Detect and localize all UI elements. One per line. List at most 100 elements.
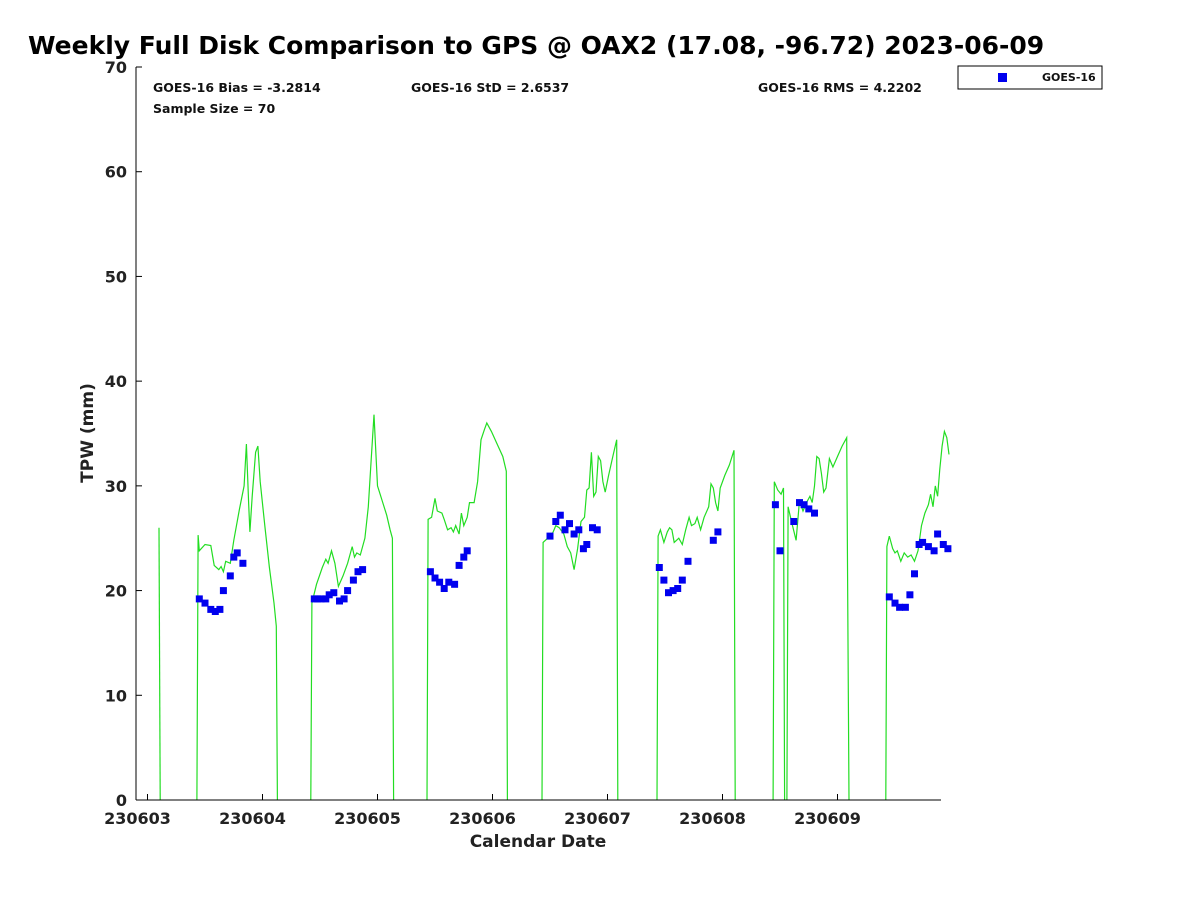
goes16-point: [944, 545, 952, 553]
goes16-point: [207, 605, 215, 613]
goes16-point: [811, 509, 818, 517]
gps-line-segment: [426, 421, 508, 801]
goes16-point: [579, 545, 587, 553]
y-axis-label: TPW (mm): [78, 383, 98, 483]
goes16-point: [678, 576, 686, 584]
goes16-point: [575, 526, 583, 534]
goes16-point: [896, 603, 904, 611]
goes16-point: [665, 589, 672, 597]
goes16-point: [674, 585, 682, 592]
goes16-point: [226, 572, 234, 580]
gps-line-segment: [158, 527, 161, 801]
goes16-point: [233, 549, 241, 557]
goes16-point: [451, 580, 459, 588]
goes16-point: [552, 518, 560, 525]
gps-line-segment: [196, 443, 278, 801]
goes16-point: [714, 528, 722, 536]
goes16-point: [939, 541, 947, 548]
goes16-point: [805, 505, 813, 513]
goes16-point: [336, 597, 343, 605]
goes16-point: [660, 576, 668, 584]
goes16-point: [589, 524, 596, 532]
y-tick-label: 30: [105, 477, 127, 496]
goes16-point: [195, 595, 203, 603]
goes16-marker-layer: [195, 499, 952, 615]
goes16-point: [556, 511, 564, 519]
goes16-point: [924, 543, 932, 551]
goes16-point: [570, 530, 578, 538]
stat-std: GOES-16 StD = 2.6537: [411, 80, 569, 95]
goes16-point: [790, 518, 798, 525]
x-tick-label: 230607: [564, 809, 631, 828]
y-tick-label: 70: [105, 58, 127, 77]
legend-marker: [998, 73, 1007, 82]
gps-line-segment: [310, 414, 395, 801]
x-tick-label: 230604: [219, 809, 286, 828]
x-tick-label: 230605: [334, 809, 401, 828]
goes16-point: [211, 608, 219, 615]
x-tick-label: 230609: [794, 809, 861, 828]
gps-line-segment: [541, 439, 619, 801]
goes16-point: [934, 530, 942, 538]
goes16-point: [684, 557, 692, 565]
goes16-point: [546, 532, 554, 540]
goes16-point: [317, 595, 325, 603]
goes16-point: [330, 589, 338, 597]
goes16-point: [796, 499, 803, 507]
goes16-point: [201, 599, 209, 607]
goes16-point: [906, 591, 914, 599]
goes16-point: [919, 538, 927, 546]
stat-bias: GOES-16 Bias = -3.2814: [153, 80, 321, 95]
goes16-point: [340, 595, 348, 603]
goes16-point: [669, 587, 677, 595]
gps-line-segment: [885, 429, 950, 801]
y-ticks: 0 10 20 30 40 50 60 70: [105, 58, 142, 810]
goes16-point: [930, 547, 938, 555]
gps-line-segment: [786, 435, 850, 801]
y-tick-label: 50: [105, 267, 127, 286]
goes16-point: [436, 578, 444, 586]
goes16-point: [359, 566, 367, 574]
goes16-point: [230, 553, 238, 561]
y-tick-label: 40: [105, 372, 127, 391]
x-tick-label: 230606: [449, 809, 516, 828]
goes16-point: [655, 564, 663, 571]
y-tick-label: 60: [105, 163, 127, 182]
goes16-point: [583, 541, 591, 548]
goes16-point: [431, 574, 439, 582]
goes16-point: [885, 593, 893, 601]
goes16-point: [440, 585, 448, 592]
x-axis-label: Calendar Date: [470, 832, 607, 852]
gps-line-layer: [158, 414, 950, 801]
x-tick-label: 230608: [679, 809, 746, 828]
goes16-point: [771, 501, 779, 509]
chart-title: Weekly Full Disk Comparison to GPS @ OAX…: [28, 31, 1044, 60]
legend-box: [957, 65, 1103, 90]
goes16-point: [216, 605, 224, 613]
goes16-point: [891, 599, 899, 607]
goes16-point: [800, 501, 808, 509]
x-ticks: 230603 230604 230605 230606 230607 230608 2306…: [104, 794, 861, 828]
goes16-point: [219, 587, 227, 595]
stat-rms: GOES-16 RMS = 4.2202: [758, 80, 922, 95]
goes16-point: [344, 587, 352, 595]
goes16-point: [593, 526, 601, 534]
goes16-point: [460, 553, 468, 561]
x-tick-label: 230603: [104, 809, 171, 828]
goes16-point: [354, 568, 362, 576]
goes16-point: [901, 603, 909, 611]
y-tick-label: 20: [105, 582, 127, 601]
goes16-point: [463, 547, 471, 555]
goes16-point: [349, 576, 357, 584]
gps-line-segment: [772, 481, 786, 801]
goes16-point: [566, 520, 573, 528]
legend-label: GOES-16: [1042, 71, 1096, 84]
goes16-point: [239, 559, 247, 567]
goes16-point: [709, 536, 717, 544]
legend: GOES-16: [957, 65, 1103, 90]
y-tick-label: 10: [105, 686, 127, 705]
goes16-point: [322, 595, 330, 603]
y-tick-label: 0: [116, 791, 127, 810]
stat-sample-size: Sample Size = 70: [153, 101, 275, 116]
gps-line-segment: [656, 450, 736, 801]
